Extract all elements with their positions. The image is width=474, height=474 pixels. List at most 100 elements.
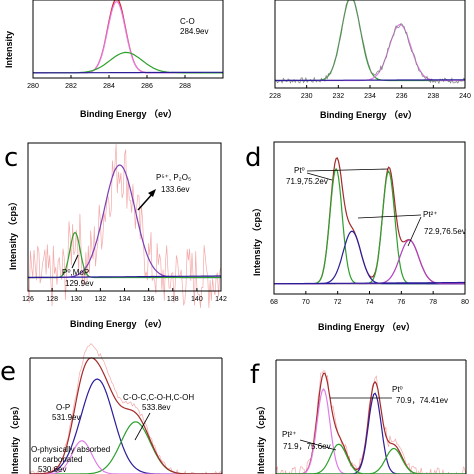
series-4-line (275, 79, 465, 82)
xtick-label: 142 (215, 296, 227, 303)
xtick-label: 68 (270, 299, 278, 306)
panel-b-xticks: 228 230 232 234 236 238 240 (269, 85, 471, 100)
xtick-label: 134 (119, 296, 131, 303)
xtick-label: 286 (141, 83, 153, 90)
xtick-label: 236 (396, 93, 408, 100)
panel-d-annotation-pt0: Pt⁰ (294, 166, 305, 175)
xtick-label: 132 (95, 296, 107, 303)
panel-c-annotation-p5-energy: 133.6ev (161, 185, 189, 194)
panel-e-ylabel: Intensity （cps） (10, 401, 20, 474)
panel-c-arrowhead-p5 (148, 189, 156, 197)
panel-d-arrow-pt0-b (306, 168, 389, 172)
panel-d-xlabel: Binding Energy （ev） (318, 322, 415, 332)
xtick-label: 234 (364, 93, 376, 100)
panel-c-xticks: 126 128 130 132 134 136 138 140 142 (22, 288, 227, 303)
xtick-label: 230 (301, 93, 313, 100)
panel-e-letter: e (0, 357, 16, 387)
series-2-line (33, 1, 223, 74)
panel-f-pt0-peak1-line (276, 387, 466, 474)
xtick-label: 282 (65, 83, 77, 90)
panel-a-annotation-co: C-O (180, 17, 195, 26)
panel-f-annotation-pt2: Pt²⁺ (282, 430, 296, 439)
panel-e: e O-P 531.9ev C-O-C,C-O-H,C-OH 533.8ev O… (0, 343, 223, 474)
panel-e-annotation-coc: C-O-C,C-O-H,C-OH (123, 393, 194, 402)
panel-f-envelope-line (276, 372, 466, 474)
series-1-line (27, 143, 222, 308)
panel-a-annotation-co-energy: 284.9ev (180, 27, 208, 36)
panel-d-arrow-pt2-b (407, 216, 422, 247)
xtick-label: 238 (427, 93, 439, 100)
panel-e-annotation-coc-energy: 533.8ev (142, 403, 170, 412)
panel-d-arrow-pt0-a (306, 172, 333, 181)
xtick-label: 284 (103, 83, 115, 90)
xtick-label: 78 (429, 299, 437, 306)
panel-c-ylabel: Intensity （cps） (8, 197, 18, 270)
panel-d-xticks: 68 70 72 74 76 78 80 (270, 291, 469, 306)
panel-e-annotation-ophys: O-physically absorbed (31, 445, 110, 454)
xtick-label: 80 (461, 299, 469, 306)
panel-c-xlabel: Binding Energy （ev） (70, 319, 167, 329)
xtick-label: 70 (302, 299, 310, 306)
xtick-label: 240 (459, 93, 471, 100)
series-2-line (275, 23, 465, 82)
panel-d-annotation-pt2-energy: 72.9,76.5ev (424, 227, 466, 236)
panel-c-curves (27, 143, 222, 308)
panel-f-annotation-pt2-energy: 71.9，75.6ev (283, 442, 331, 451)
xtick-label: 232 (332, 93, 344, 100)
xtick-label: 128 (46, 296, 58, 303)
panel-f-letter: f (250, 360, 260, 390)
panel-c-arrow-p0 (71, 254, 79, 269)
panel-b-curves (274, 0, 466, 85)
xtick-label: 228 (269, 93, 281, 100)
panel-e-annotation-ophys-energy: 530.6ev (38, 465, 66, 474)
panel-b-frame (274, 0, 466, 89)
panel-e-annotation-op: O-P (56, 403, 70, 412)
panel-e-annotation-ophys-2: or carbonated (33, 455, 82, 464)
panel-a-frame (32, 0, 224, 79)
xtick-label: 136 (143, 296, 155, 303)
panel-f-arrow-pt2-a (299, 439, 337, 451)
panel-d: d Pt⁰ 71.9,75.2ev Pt²⁺ 72.9,76.5ev Inten… (245, 141, 469, 332)
panel-e-annotation-op-energy: 531.9ev (52, 413, 80, 422)
panel-d-annotation-pt2: Pt²⁺ (423, 210, 437, 219)
xtick-label: 138 (167, 296, 179, 303)
panel-a-curves (33, 0, 223, 74)
series-6-line (273, 281, 465, 285)
panel-f: f Pt⁰ 70.9，74.41ev Pt²⁺ 71.9，75.6ev Inte… (250, 359, 467, 474)
xtick-label: 72 (334, 299, 342, 306)
xtick-label: 76 (397, 299, 405, 306)
panel-d-arrow-pt2-a (357, 214, 422, 219)
panel-f-annotation-pt0: Pt⁰ (392, 385, 403, 394)
panel-a-xlabel: Binding Energy （ev） (80, 109, 177, 119)
panel-f-annotation-pt0-energy: 70.9，74.41ev (396, 396, 448, 405)
panel-a: C-O 284.9ev Intensity 280 282 284 286 288 Bi… (4, 0, 224, 119)
panel-c: c P⁵⁺, P₂O₅ 133.6ev P⁰,MoP 129.9ev Inten… (4, 142, 227, 329)
panel-e-op-peak-line (30, 378, 222, 474)
xtick-label: 130 (70, 296, 82, 303)
xtick-label: 126 (22, 296, 34, 303)
panel-d-ylabel: Intensity （cps） (252, 203, 262, 276)
xtick-label: 74 (366, 299, 374, 306)
panel-c-annotation-p0: P⁰,MoP (62, 268, 89, 277)
panel-f-ylabel: Intensity （cps） (256, 401, 266, 474)
xtick-label: 140 (191, 296, 203, 303)
panel-f-curves (275, 370, 467, 474)
xtick-label: 288 (179, 83, 191, 90)
panel-e-ophys-peak-line (30, 440, 222, 474)
xtick-label: 280 (27, 83, 39, 90)
panel-c-letter: c (4, 143, 18, 173)
panel-b: 228 230 232 234 236 238 240 Binding Energy （ev… (269, 0, 471, 120)
series-1-line (33, 0, 223, 74)
panel-d-letter: d (245, 143, 262, 173)
panel-d-annotation-pt0-energy: 71.9,75.2ev (286, 177, 328, 186)
series-4-line (33, 71, 223, 74)
panel-a-xticks: 280 282 284 286 288 (27, 75, 191, 90)
series-4-line (274, 230, 465, 285)
panel-b-xlabel: Binding Energy （ev） (320, 110, 417, 120)
panel-e-arrow-coc (134, 412, 151, 441)
panel-f-raw-line (275, 370, 467, 474)
panel-d-curves (273, 157, 465, 285)
panel-c-annotation-p0-energy: 129.9ev (65, 279, 93, 288)
panel-a-ylabel: Intensity (4, 31, 14, 68)
